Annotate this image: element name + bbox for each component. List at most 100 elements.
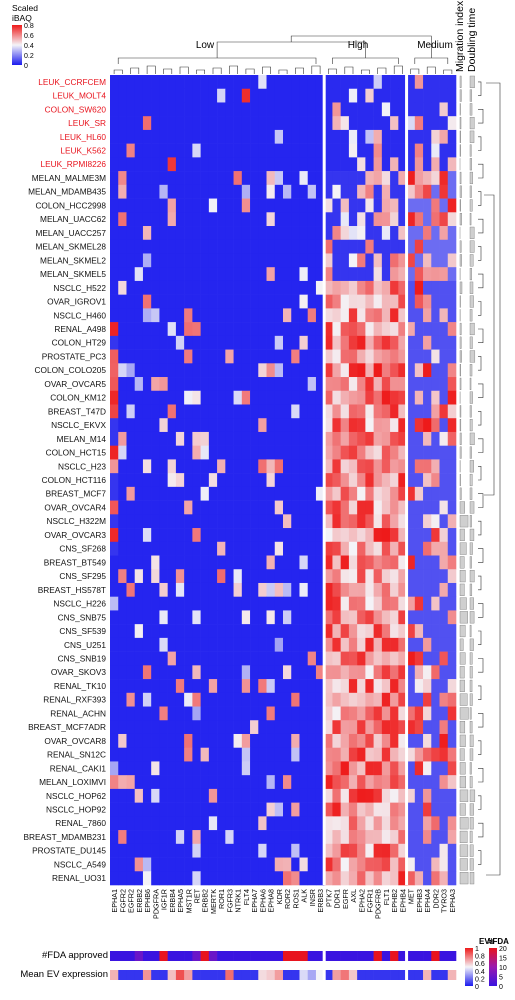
heatmap-cell xyxy=(381,88,391,103)
heatmap-cell xyxy=(307,541,317,556)
heatmap-cell xyxy=(283,802,292,817)
heatmap-cell xyxy=(406,775,416,790)
heatmap-cell xyxy=(159,253,168,268)
heatmap-cell xyxy=(324,129,333,144)
heatmap-cell xyxy=(283,116,292,131)
heatmap-cell xyxy=(258,88,267,103)
heatmap-cell xyxy=(390,569,399,584)
heatmap-cell xyxy=(431,514,440,529)
heatmap-cell xyxy=(398,198,407,213)
heatmap-cell xyxy=(357,404,366,419)
heatmap-cell xyxy=(423,816,432,831)
heatmap-cell xyxy=(208,473,218,488)
heatmap-cell xyxy=(390,500,399,515)
heatmap-cell xyxy=(217,349,226,364)
heatmap-cell xyxy=(340,171,350,186)
heatmap-cell xyxy=(390,308,399,323)
heatmap-cell xyxy=(315,637,325,652)
heatmap-cell xyxy=(348,816,358,831)
heatmap-cell xyxy=(159,473,168,488)
heatmap-cell xyxy=(447,788,457,803)
heatmap-cell xyxy=(390,843,399,858)
heatmap-cell xyxy=(167,294,177,309)
heatmap-cell xyxy=(332,377,341,392)
heatmap-cell xyxy=(299,184,309,199)
heatmap-cell xyxy=(357,431,366,446)
heatmap-cell xyxy=(414,390,424,405)
heatmap-cell xyxy=(134,198,144,213)
heatmap-cell xyxy=(134,528,144,543)
heatmap-cell xyxy=(225,582,234,597)
heatmap-cell xyxy=(250,129,259,144)
heatmap-cell xyxy=(423,843,432,858)
heatmap-cell xyxy=(307,761,317,776)
heatmap-cell xyxy=(118,775,127,790)
dendrogram-branch xyxy=(478,301,482,316)
heatmap-cell xyxy=(340,280,350,295)
heatmap-cell xyxy=(192,253,201,268)
heatmap-cell xyxy=(208,514,218,529)
row-label: RENAL_7860 xyxy=(55,818,106,828)
doubling-bar xyxy=(469,830,473,844)
heatmap-cell xyxy=(357,637,366,652)
heatmap-cell xyxy=(299,775,309,790)
heatmap-cell xyxy=(283,665,292,680)
heatmap-cell xyxy=(167,377,177,392)
heatmap-cell xyxy=(266,239,276,254)
heatmap-cell xyxy=(266,706,276,721)
doubling-bar xyxy=(469,75,475,88)
heatmap-cell xyxy=(208,596,218,611)
row-label: OVAR_OVCAR3 xyxy=(44,530,106,540)
heatmap-cell xyxy=(357,610,366,625)
ev-expression-cell xyxy=(439,970,449,980)
heatmap-cell xyxy=(357,720,366,735)
heatmap-cell xyxy=(233,431,243,446)
heatmap-cell xyxy=(134,830,144,845)
heatmap-cell xyxy=(291,610,300,625)
heatmap-cell xyxy=(241,582,251,597)
heatmap-cell xyxy=(134,596,144,611)
heatmap-cell xyxy=(381,198,391,213)
doubling-bar xyxy=(469,775,473,789)
heatmap-cell xyxy=(151,143,160,158)
fda-approved-cell xyxy=(439,951,449,961)
heatmap-cell xyxy=(208,500,218,515)
heatmap-cell xyxy=(340,129,350,144)
heatmap-cell xyxy=(315,555,325,570)
heatmap-cell xyxy=(447,720,457,735)
heatmap-cell xyxy=(348,116,358,131)
column-label: ERBB2 xyxy=(201,889,210,913)
heatmap-cell xyxy=(266,88,276,103)
row-label: LEUK_RPMI8226 xyxy=(41,159,107,169)
heatmap-cell xyxy=(274,582,284,597)
heatmap-cell xyxy=(340,308,350,323)
column-label: ALK xyxy=(300,889,309,903)
heatmap-cell xyxy=(324,363,333,378)
heatmap-cell xyxy=(217,788,226,803)
ev-expression-cell xyxy=(142,970,152,980)
heatmap-cell xyxy=(431,431,440,446)
heatmap-cell xyxy=(390,363,399,378)
ev-expression-cell xyxy=(110,970,119,980)
heatmap-cell xyxy=(315,541,325,556)
heatmap-cell xyxy=(134,308,144,323)
legend-tick: 0.4 xyxy=(475,969,485,976)
heatmap-cell xyxy=(250,816,259,831)
heatmap-cell xyxy=(118,404,127,419)
heatmap-cell xyxy=(324,541,333,556)
heatmap-cell xyxy=(274,788,284,803)
heatmap-cell xyxy=(167,514,177,529)
heatmap-cell xyxy=(315,377,325,392)
heatmap-cell xyxy=(414,541,424,556)
row-label: NSCLC_H23 xyxy=(58,461,106,471)
heatmap-cell xyxy=(390,679,399,694)
heatmap-cell xyxy=(291,679,300,694)
heatmap-cell xyxy=(225,637,234,652)
ev-expression-cell xyxy=(398,970,407,980)
fda-approved-cell xyxy=(233,951,243,961)
heatmap-cell xyxy=(431,733,440,749)
heatmap-cell xyxy=(299,582,309,597)
heatmap-cell xyxy=(250,184,259,199)
heatmap-cell xyxy=(258,239,267,254)
